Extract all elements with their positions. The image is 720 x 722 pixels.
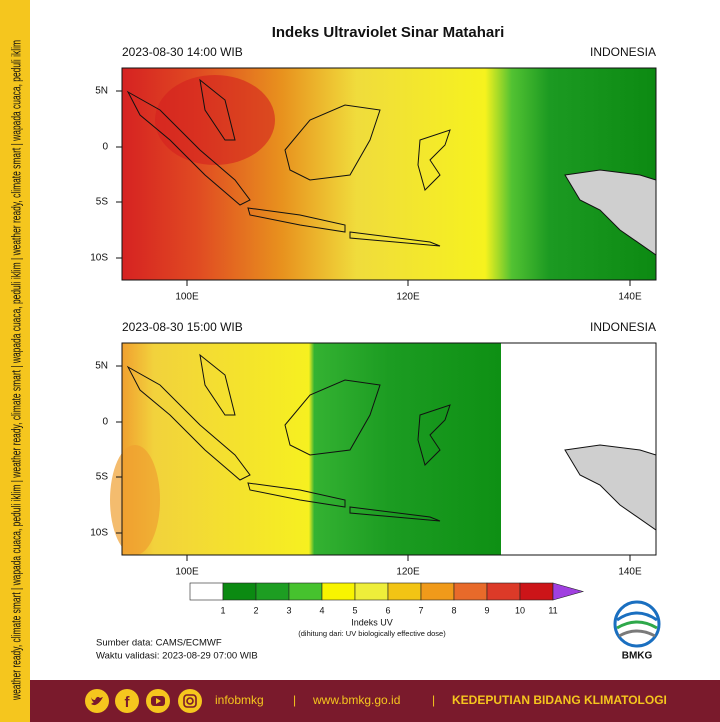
lon-label: 140E xyxy=(618,292,642,303)
colorbar-note: (dihitung dari: UV biologically effectiv… xyxy=(298,629,446,638)
colorbar-label: 1 xyxy=(220,605,225,615)
colorbar-label: 10 xyxy=(515,605,525,615)
side-banner-text: weather ready, climate smart | wapada cu… xyxy=(9,40,23,701)
logo: BMKG xyxy=(613,600,661,662)
validity: Waktu validasi: 2023-08-29 07:00 WIB xyxy=(96,651,258,662)
colorbar-box xyxy=(321,582,356,601)
social-icons: f xyxy=(85,689,202,713)
colorbar-extension xyxy=(552,582,585,601)
map-panel xyxy=(110,342,657,556)
uv-field xyxy=(122,343,656,555)
colorbar-label: 8 xyxy=(451,605,456,615)
colorbar-box xyxy=(255,582,290,601)
lat-label: 5N xyxy=(95,361,108,372)
colorbar: 1 2 3 4 5 6 7 8 9 10 11 xyxy=(189,582,585,615)
footer-handle: infobmkg xyxy=(215,693,264,707)
colorbar-label: 9 xyxy=(484,605,489,615)
colorbar-box xyxy=(453,582,488,601)
colorbar-box xyxy=(387,582,422,601)
lon-label: 100E xyxy=(175,567,199,578)
footer-separator: | xyxy=(432,693,435,707)
lon-label: 120E xyxy=(396,292,420,303)
footer-separator: | xyxy=(293,693,296,707)
source: Sumber data: CAMS/ECMWF xyxy=(96,638,222,649)
colorbar-box xyxy=(486,582,521,601)
colorbar-label: 7 xyxy=(418,605,423,615)
colorbar-box xyxy=(189,582,224,601)
lat-label: 0 xyxy=(102,417,108,428)
colorbar-box xyxy=(222,582,257,601)
map-frame xyxy=(121,67,657,281)
map-timestamp: 2023-08-30 15:00 WIB xyxy=(122,320,243,334)
colorbar-label: 6 xyxy=(385,605,390,615)
facebook-icon[interactable] xyxy=(115,689,139,713)
footer xyxy=(30,680,720,722)
map-region: INDONESIA xyxy=(590,45,656,59)
map-panel xyxy=(121,67,657,281)
logo-text: BMKG xyxy=(622,651,653,662)
lat-label: 10S xyxy=(90,253,108,264)
map-frame xyxy=(121,342,657,556)
colorbar-title: Indeks UV xyxy=(351,617,393,627)
lat-label: 0 xyxy=(102,142,108,153)
footer-website[interactable]: www.bmkg.go.id xyxy=(312,693,400,707)
map-timestamp: 2023-08-30 14:00 WIB xyxy=(122,45,243,59)
lon-label: 120E xyxy=(396,567,420,578)
side-banner xyxy=(0,0,30,722)
lat-label: 5S xyxy=(96,197,109,208)
lon-label: 100E xyxy=(175,292,199,303)
colorbar-label: 4 xyxy=(319,605,324,615)
title: Indeks Ultraviolet Sinar Matahari xyxy=(272,24,505,41)
lat-label: 5N xyxy=(95,86,108,97)
footer-department: KEDEPUTIAN BIDANG KLIMATOLOGI xyxy=(452,693,667,707)
lon-label: 140E xyxy=(618,567,642,578)
colorbar-box xyxy=(354,582,389,601)
svg-text:f: f xyxy=(125,694,131,711)
colorbar-label: 11 xyxy=(548,605,557,615)
colorbar-label: 2 xyxy=(253,605,258,615)
lat-label: 5S xyxy=(96,472,109,483)
colorbar-box xyxy=(288,582,323,601)
colorbar-label: 5 xyxy=(352,605,357,615)
colorbar-box xyxy=(420,582,455,601)
instagram-icon[interactable] xyxy=(178,689,202,713)
colorbar-box xyxy=(519,582,554,601)
colorbar-label: 3 xyxy=(286,605,291,615)
lat-label: 10S xyxy=(90,528,108,539)
map-region: INDONESIA xyxy=(590,320,656,334)
